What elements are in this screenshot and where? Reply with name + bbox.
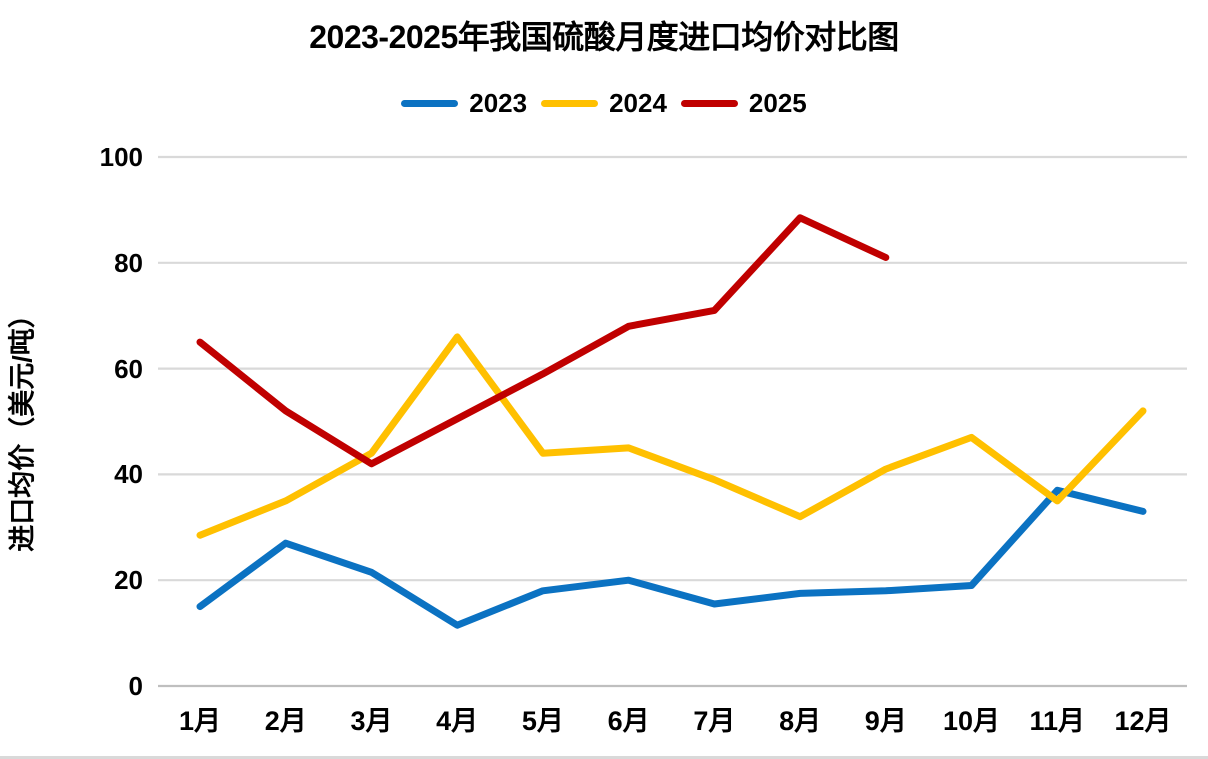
x-tick-label-2: 2月 (264, 706, 307, 736)
y-axis-title: 进口均价（美元/吨） (7, 301, 38, 552)
x-tick-label-12: 12月 (1114, 706, 1172, 736)
chart-title: 2023-2025年我国硫酸月度进口均价对比图 (309, 19, 899, 55)
legend-label-2024: 2024 (609, 88, 667, 118)
y-tick-label-20: 20 (114, 565, 143, 596)
x-tick-label-6: 6月 (607, 706, 650, 736)
y-tick-label-60: 60 (114, 353, 143, 384)
x-tick-label-8: 8月 (779, 706, 822, 736)
legend-label-2025: 2025 (748, 88, 807, 118)
legend-line-swatch-2023 (401, 100, 459, 107)
legend-item-2025: 2025 (680, 88, 807, 119)
x-tick-label-1: 1月 (178, 706, 222, 736)
x-tick-label-7: 7月 (693, 706, 736, 736)
legend-item-2023: 2023 (401, 88, 527, 119)
legend-label-2023: 2023 (469, 88, 528, 118)
legend-item-2024: 2024 (541, 88, 667, 119)
x-tick-label-11: 11月 (1029, 706, 1086, 736)
legend: 2023 2024 2025 (0, 88, 1208, 119)
x-tick-label-3: 3月 (350, 706, 393, 736)
legend-line-swatch-2024 (541, 100, 599, 107)
x-tick-label-4: 4月 (436, 706, 479, 736)
legend-line-swatch-2025 (680, 100, 738, 107)
x-tick-label-10: 10月 (943, 706, 1001, 736)
y-tick-label-100: 100 (99, 142, 143, 172)
x-tick-label-9: 9月 (864, 706, 907, 736)
y-tick-label-80: 80 (114, 247, 143, 278)
series-line-2025 (196, 214, 890, 468)
series-line-2023 (196, 486, 1147, 629)
y-tick-label-0: 0 (128, 671, 143, 701)
series-line-2024 (196, 333, 1147, 539)
x-tick-label-5: 5月 (521, 706, 564, 736)
y-tick-label-40: 40 (114, 459, 143, 490)
